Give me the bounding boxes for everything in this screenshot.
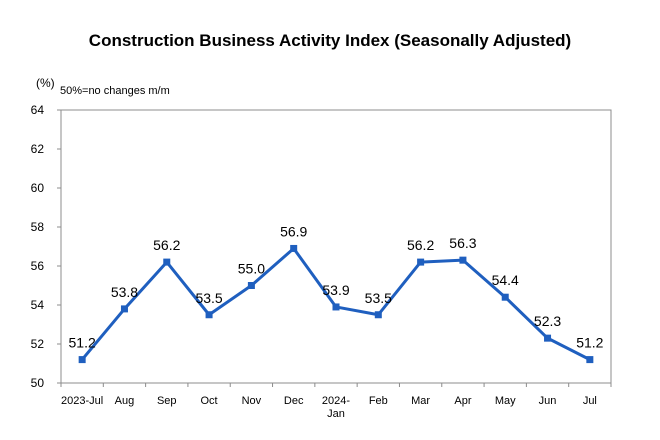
data-point — [78, 356, 86, 364]
x-tick-label: Jul — [583, 395, 597, 407]
data-point — [163, 258, 171, 266]
y-tick-label: 60 — [31, 181, 45, 195]
x-tick-label: Aug — [115, 395, 135, 407]
x-tick-label: 2023-Jul — [61, 395, 103, 407]
data-point — [544, 334, 552, 342]
data-point — [374, 311, 382, 319]
data-point — [332, 303, 340, 311]
y-tick-label: 54 — [31, 298, 45, 312]
data-label: 56.9 — [280, 223, 307, 239]
data-label: 53.5 — [365, 290, 392, 306]
data-label: 52.3 — [534, 313, 561, 329]
data-point — [205, 311, 213, 319]
x-tick-label: Sep — [157, 395, 177, 407]
x-tick-label: Mar — [411, 395, 430, 407]
plot-area — [60, 109, 612, 384]
x-tick-label: Dec — [284, 395, 304, 407]
data-label: 56.3 — [449, 235, 476, 251]
data-point — [417, 258, 425, 266]
data-label: 51.2 — [69, 335, 96, 351]
y-tick-label: 56 — [31, 259, 45, 273]
data-label: 56.2 — [153, 237, 180, 253]
data-point — [120, 305, 128, 313]
data-point — [501, 293, 509, 301]
y-tick-label: 62 — [31, 142, 45, 156]
data-label: 53.5 — [195, 290, 222, 306]
data-label: 55.0 — [238, 261, 265, 277]
data-point — [247, 282, 255, 289]
x-tick-label: Oct — [201, 395, 218, 407]
y-tick-label: 52 — [31, 337, 45, 351]
chart-annotation: 50%=no changes m/m — [60, 85, 170, 97]
y-tick-label: 64 — [31, 103, 45, 117]
data-label: 54.4 — [492, 272, 519, 288]
data-label: 53.8 — [111, 284, 138, 300]
x-tick-label: Jun — [539, 395, 557, 407]
data-label: 56.2 — [407, 237, 434, 253]
chart-title: Construction Business Activity Index (Se… — [88, 31, 572, 50]
x-tick-label: May — [495, 395, 516, 407]
x-tick-label: Feb — [369, 395, 388, 407]
y-tick-label: 50 — [31, 376, 45, 390]
y-tick-label: 58 — [31, 220, 45, 234]
data-label: 53.9 — [322, 282, 349, 298]
x-tick-label: Apr — [454, 395, 471, 407]
data-point — [290, 244, 298, 252]
data-point — [459, 256, 467, 264]
x-tick-label: Nov — [242, 395, 262, 407]
x-tick-label: 2024-Jan — [322, 395, 350, 420]
y-unit-label: (%) — [36, 76, 55, 90]
data-label: 51.2 — [576, 335, 603, 351]
data-point — [586, 356, 594, 364]
